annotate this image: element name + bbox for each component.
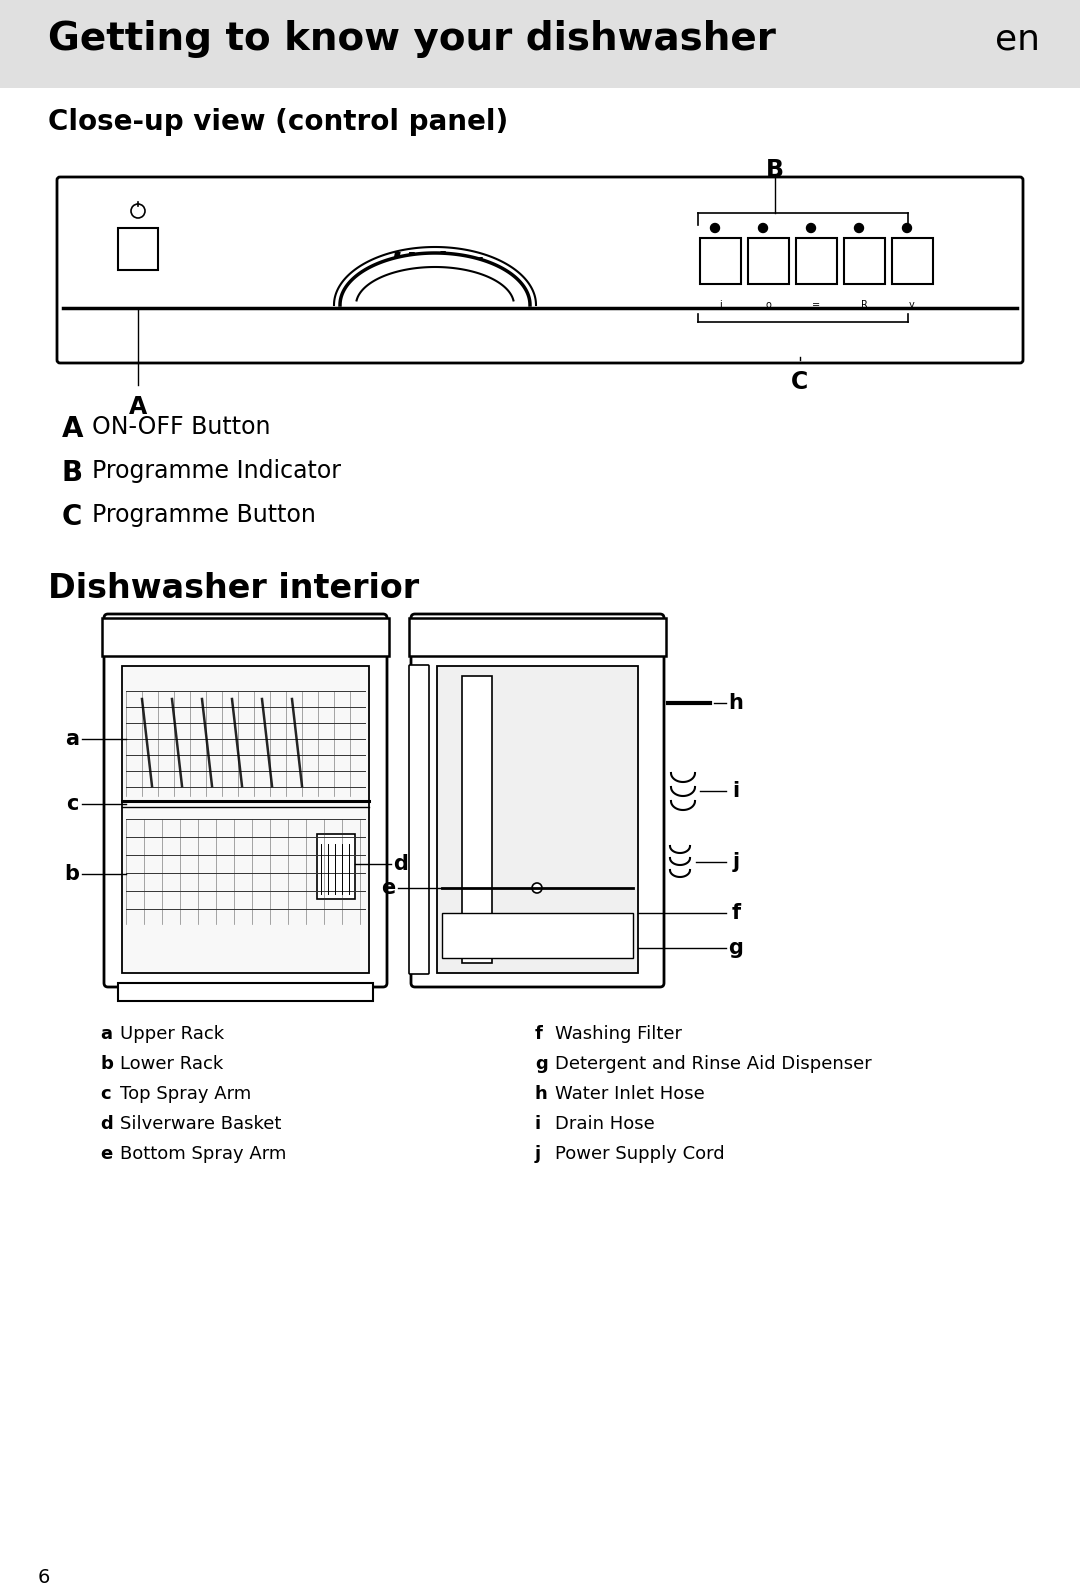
- Text: Getting to know your dishwasher: Getting to know your dishwasher: [48, 21, 775, 57]
- Text: e: e: [381, 878, 395, 897]
- Bar: [892, 239, 933, 285]
- Text: Lower Rack: Lower Rack: [120, 1055, 224, 1072]
- Text: e: e: [100, 1146, 112, 1163]
- Text: Drain Hose: Drain Hose: [555, 1115, 654, 1133]
- Circle shape: [854, 223, 864, 232]
- Text: B: B: [766, 158, 784, 181]
- Bar: [118, 983, 373, 1001]
- Text: C: C: [62, 503, 82, 531]
- Text: A: A: [62, 415, 83, 442]
- Text: 6: 6: [38, 1569, 51, 1586]
- FancyBboxPatch shape: [409, 665, 429, 974]
- Circle shape: [807, 223, 815, 232]
- Text: R: R: [861, 301, 867, 310]
- Text: j: j: [732, 853, 740, 872]
- Text: b: b: [100, 1055, 113, 1072]
- Text: i: i: [535, 1115, 541, 1133]
- Bar: [0, 0, 1080, 88]
- Text: f: f: [535, 1025, 543, 1044]
- Text: y: y: [909, 301, 915, 310]
- Text: f: f: [731, 904, 741, 923]
- Text: d: d: [100, 1115, 112, 1133]
- Text: j: j: [535, 1146, 541, 1163]
- Text: en: en: [995, 22, 1040, 56]
- Text: i: i: [718, 301, 721, 310]
- Polygon shape: [340, 253, 530, 305]
- Text: C: C: [792, 371, 809, 395]
- Text: Close-up view (control panel): Close-up view (control panel): [48, 108, 509, 135]
- Text: A: A: [129, 395, 147, 418]
- Text: Dishwasher interior: Dishwasher interior: [48, 573, 419, 605]
- Bar: [437, 667, 638, 974]
- Text: Power Supply Cord: Power Supply Cord: [555, 1146, 725, 1163]
- Text: Detergent and Rinse Aid Dispenser: Detergent and Rinse Aid Dispenser: [555, 1055, 872, 1072]
- Text: d: d: [393, 854, 408, 873]
- Text: ON-OFF Button: ON-OFF Button: [92, 415, 270, 439]
- Bar: [442, 913, 633, 958]
- Circle shape: [758, 223, 768, 232]
- Text: h: h: [535, 1085, 548, 1103]
- Text: Bottom Spray Arm: Bottom Spray Arm: [120, 1146, 286, 1163]
- Text: i: i: [732, 781, 740, 800]
- Text: a: a: [100, 1025, 112, 1044]
- Text: h: h: [729, 694, 743, 713]
- Text: c: c: [100, 1085, 110, 1103]
- Text: Upper Rack: Upper Rack: [120, 1025, 225, 1044]
- Bar: [409, 617, 666, 655]
- Bar: [748, 239, 789, 285]
- Bar: [462, 676, 492, 963]
- Text: g: g: [535, 1055, 548, 1072]
- FancyBboxPatch shape: [57, 177, 1023, 363]
- Text: Haier: Haier: [389, 250, 481, 280]
- Text: Top Spray Arm: Top Spray Arm: [120, 1085, 252, 1103]
- Text: Water Inlet Hose: Water Inlet Hose: [555, 1085, 705, 1103]
- Circle shape: [711, 223, 719, 232]
- Text: b: b: [65, 864, 80, 885]
- Text: B: B: [62, 458, 83, 487]
- FancyBboxPatch shape: [411, 614, 664, 986]
- Bar: [102, 617, 389, 655]
- Text: Programme Button: Programme Button: [92, 503, 315, 527]
- FancyBboxPatch shape: [104, 614, 387, 986]
- Text: Silverware Basket: Silverware Basket: [120, 1115, 282, 1133]
- Bar: [796, 239, 837, 285]
- Text: a: a: [65, 729, 79, 749]
- Bar: [318, 834, 355, 899]
- Text: o: o: [765, 301, 771, 310]
- Text: g: g: [729, 939, 743, 958]
- Text: c: c: [66, 794, 78, 815]
- Bar: [118, 228, 158, 270]
- Circle shape: [903, 223, 912, 232]
- Bar: [843, 239, 885, 285]
- Text: Washing Filter: Washing Filter: [555, 1025, 681, 1044]
- Text: =: =: [812, 301, 820, 310]
- Circle shape: [532, 883, 542, 893]
- Bar: [700, 239, 741, 285]
- Bar: [122, 667, 369, 974]
- Text: Programme Indicator: Programme Indicator: [92, 458, 341, 484]
